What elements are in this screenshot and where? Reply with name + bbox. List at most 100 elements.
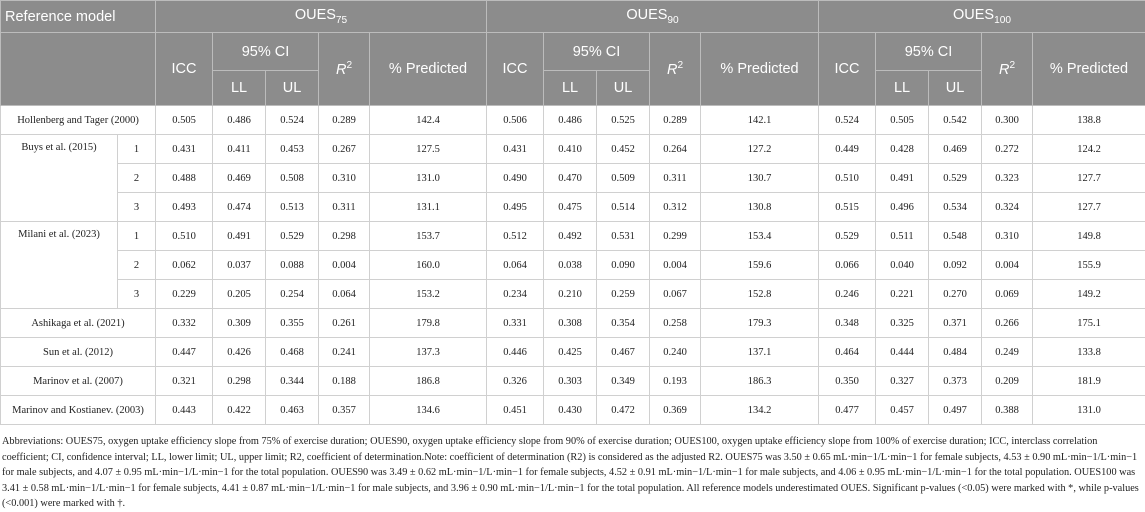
- value-cell: 0.069: [982, 280, 1033, 309]
- value-cell: 131.0: [370, 164, 487, 193]
- value-cell: 0.477: [819, 396, 876, 425]
- value-cell: 0.490: [487, 164, 544, 193]
- value-cell: 0.425: [544, 338, 597, 367]
- value-cell: 0.188: [319, 367, 370, 396]
- value-cell: 0.410: [544, 135, 597, 164]
- value-cell: 0.449: [819, 135, 876, 164]
- value-cell: 0.240: [650, 338, 701, 367]
- value-cell: 0.470: [544, 164, 597, 193]
- value-cell: 0.309: [213, 309, 266, 338]
- value-cell: 0.457: [876, 396, 929, 425]
- value-cell: 0.444: [876, 338, 929, 367]
- model-name-cell: Ashikaga et al. (2021): [1, 309, 156, 338]
- value-cell: 0.221: [876, 280, 929, 309]
- ci-header: 95% CI: [876, 33, 982, 71]
- value-cell: 0.209: [982, 367, 1033, 396]
- model-variant-cell: 1: [118, 135, 156, 164]
- value-cell: 131.1: [370, 193, 487, 222]
- value-cell: 0.529: [929, 164, 982, 193]
- value-cell: 0.289: [319, 106, 370, 135]
- value-cell: 0.484: [929, 338, 982, 367]
- value-cell: 153.7: [370, 222, 487, 251]
- value-cell: 0.497: [929, 396, 982, 425]
- value-cell: 0.388: [982, 396, 1033, 425]
- pct-header: % Predicted: [701, 33, 819, 106]
- value-cell: 0.267: [319, 135, 370, 164]
- model-variant-cell: 3: [118, 280, 156, 309]
- value-cell: 186.3: [701, 367, 819, 396]
- value-cell: 0.453: [266, 135, 319, 164]
- value-cell: 0.491: [213, 222, 266, 251]
- value-cell: 0.303: [544, 367, 597, 396]
- icc-header: ICC: [156, 33, 213, 106]
- value-cell: 0.411: [213, 135, 266, 164]
- oues90-header: OUES90: [487, 1, 819, 33]
- table-footnote: Abbreviations: OUES75, oxygen uptake eff…: [0, 425, 1145, 512]
- value-cell: 149.8: [1033, 222, 1145, 251]
- value-cell: 0.542: [929, 106, 982, 135]
- blank-header: [1, 33, 156, 106]
- reference-model-header: Reference model: [1, 1, 156, 33]
- value-cell: 0.327: [876, 367, 929, 396]
- value-cell: 0.468: [266, 338, 319, 367]
- icc-header: ICC: [487, 33, 544, 106]
- value-cell: 0.486: [544, 106, 597, 135]
- value-cell: 0.506: [487, 106, 544, 135]
- model-variant-cell: 2: [118, 251, 156, 280]
- value-cell: 0.491: [876, 164, 929, 193]
- value-cell: 0.324: [982, 193, 1033, 222]
- value-cell: 138.8: [1033, 106, 1145, 135]
- ll-header: LL: [876, 71, 929, 106]
- value-cell: 155.9: [1033, 251, 1145, 280]
- value-cell: 0.090: [597, 251, 650, 280]
- r2-header: R2: [319, 33, 370, 106]
- model-name-cell: Buys et al. (2015): [1, 135, 118, 222]
- value-cell: 0.469: [929, 135, 982, 164]
- value-cell: 153.2: [370, 280, 487, 309]
- value-cell: 0.040: [876, 251, 929, 280]
- value-cell: 124.2: [1033, 135, 1145, 164]
- value-cell: 0.509: [597, 164, 650, 193]
- model-name-cell: Sun et al. (2012): [1, 338, 156, 367]
- value-cell: 0.298: [213, 367, 266, 396]
- value-cell: 0.344: [266, 367, 319, 396]
- value-cell: 133.8: [1033, 338, 1145, 367]
- value-cell: 0.062: [156, 251, 213, 280]
- value-cell: 127.2: [701, 135, 819, 164]
- value-cell: 0.258: [650, 309, 701, 338]
- value-cell: 0.488: [156, 164, 213, 193]
- value-cell: 0.331: [487, 309, 544, 338]
- value-cell: 0.300: [982, 106, 1033, 135]
- value-cell: 0.534: [929, 193, 982, 222]
- value-cell: 0.246: [819, 280, 876, 309]
- value-cell: 0.511: [876, 222, 929, 251]
- value-cell: 0.426: [213, 338, 266, 367]
- value-cell: 0.272: [982, 135, 1033, 164]
- ci-header: 95% CI: [213, 33, 319, 71]
- value-cell: 175.1: [1033, 309, 1145, 338]
- value-cell: 0.529: [819, 222, 876, 251]
- model-name-cell: Milani et al. (2023): [1, 222, 118, 309]
- value-cell: 0.486: [213, 106, 266, 135]
- value-cell: 0.474: [213, 193, 266, 222]
- oues75-header: OUES75: [156, 1, 487, 33]
- model-variant-cell: 2: [118, 164, 156, 193]
- value-cell: 0.348: [819, 309, 876, 338]
- value-cell: 0.326: [487, 367, 544, 396]
- value-cell: 0.524: [266, 106, 319, 135]
- value-cell: 0.004: [982, 251, 1033, 280]
- value-cell: 0.512: [487, 222, 544, 251]
- ll-header: LL: [544, 71, 597, 106]
- value-cell: 137.3: [370, 338, 487, 367]
- model-variant-cell: 3: [118, 193, 156, 222]
- value-cell: 0.446: [487, 338, 544, 367]
- value-cell: 0.428: [876, 135, 929, 164]
- value-cell: 0.505: [156, 106, 213, 135]
- value-cell: 0.310: [982, 222, 1033, 251]
- value-cell: 0.430: [544, 396, 597, 425]
